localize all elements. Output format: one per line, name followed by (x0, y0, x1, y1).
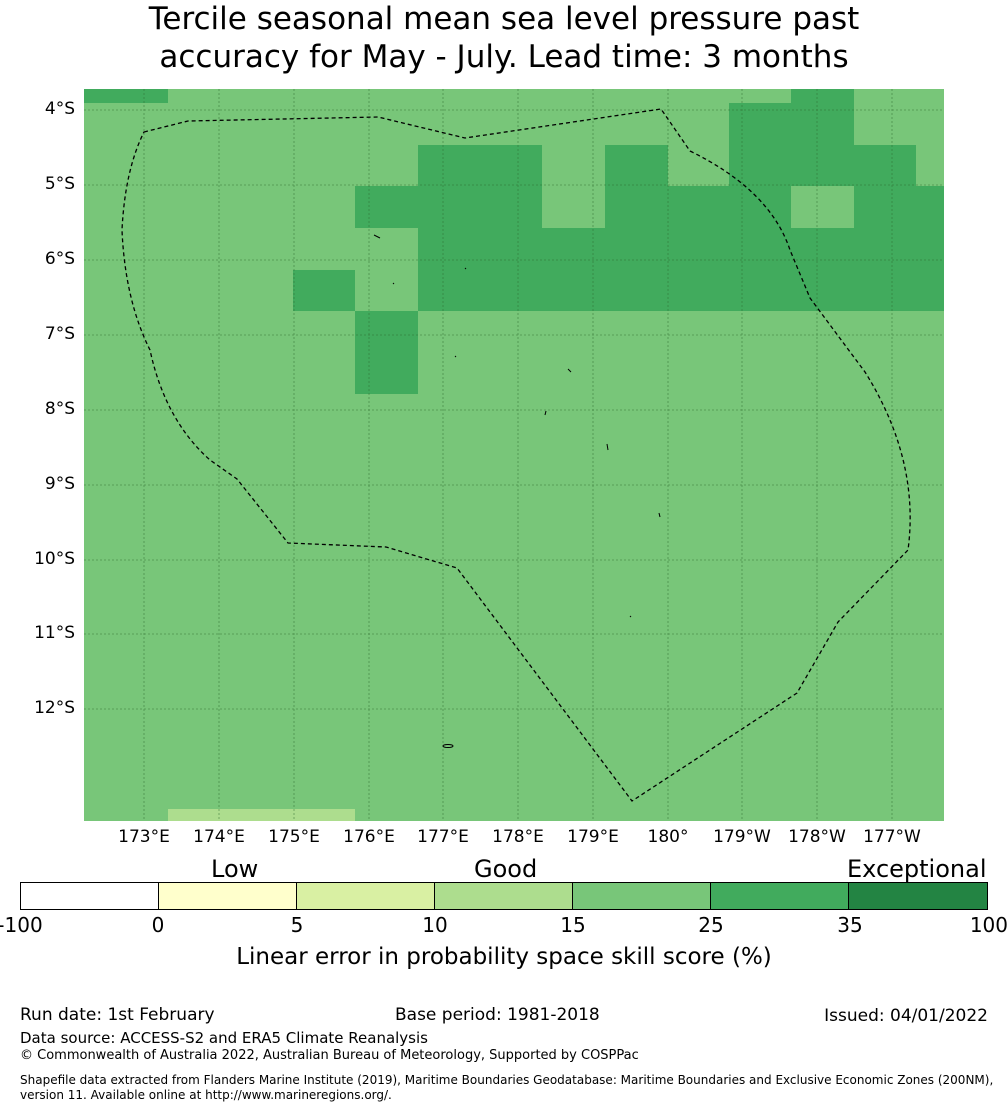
lat-label: 11°S (34, 623, 75, 643)
lon-label: 178°W (788, 827, 846, 847)
colorbar-segment-0-5 (158, 883, 298, 909)
colorbar-tick: 25 (698, 913, 724, 937)
lon-label: 176°E (343, 827, 395, 847)
lat-label: 12°S (34, 698, 75, 718)
islands (373, 234, 661, 748)
colorbar-segment-10-15 (435, 883, 573, 909)
colorbar-tick: 100 (969, 913, 1008, 937)
colorbar (20, 882, 988, 910)
lon-label: 174°E (193, 827, 245, 847)
base-period: Base period: 1981-2018 (395, 1005, 600, 1025)
category-exceptional: Exceptional (847, 855, 987, 883)
category-low: Low (211, 855, 259, 883)
lon-label: 180° (647, 827, 689, 847)
map-title: Tercile seasonal mean sea level pressure… (0, 0, 1008, 76)
lat-label: 9°S (44, 474, 75, 494)
colorbar-tick: 0 (151, 913, 165, 937)
skill-cells-25-35 (84, 89, 944, 394)
lat-label: 7°S (44, 324, 75, 344)
lon-label: 177°E (417, 827, 469, 847)
lat-label: 8°S (44, 399, 75, 419)
colorbar-tick: 15 (560, 913, 586, 937)
lon-label: 173°E (118, 827, 170, 847)
lat-label: 6°S (44, 249, 75, 269)
category-good: Good (474, 855, 538, 883)
lat-label: 4°S (44, 99, 75, 119)
title-line-1: Tercile seasonal mean sea level pressure… (148, 1, 860, 37)
colorbar-tick: 35 (837, 913, 863, 937)
issued-date: Issued: 04/01/2022 (824, 1006, 988, 1026)
colorbar-segment-35-100 (849, 883, 988, 909)
eez-boundary (121, 108, 911, 802)
colorbar-tick: 5 (290, 913, 304, 937)
run-date: Run date: 1st February (20, 1005, 215, 1025)
colorbar-segment-25-35 (710, 883, 850, 909)
colorbar-tick: 10 (422, 913, 448, 937)
colorbar-label: Linear error in probability space skill … (236, 944, 772, 970)
map-gridlines (84, 89, 944, 821)
colorbar-segment-5-10 (297, 883, 436, 909)
lon-label: 179°E (567, 827, 619, 847)
lat-label: 10°S (34, 549, 75, 569)
shapefile-credit: Shapefile data extracted from Flanders M… (20, 1073, 994, 1102)
colorbar-tick: -100 (0, 913, 43, 937)
lon-label: 179°W (713, 827, 771, 847)
lon-label: 177°W (863, 827, 921, 847)
lon-label: 175°E (268, 827, 320, 847)
lat-label: 5°S (44, 174, 75, 194)
colorbar-segment-neg (21, 883, 159, 909)
data-source: Data source: ACCESS-S2 and ERA5 Climate … (20, 1029, 428, 1047)
lon-label: 178°E (492, 827, 544, 847)
skill-cells-10-15 (168, 809, 355, 821)
title-line-2: accuracy for May - July. Lead time: 3 mo… (159, 39, 849, 75)
colorbar-segment-15-25 (572, 883, 711, 909)
copyright-notice: © Commonwealth of Australia 2022, Austra… (20, 1048, 639, 1063)
